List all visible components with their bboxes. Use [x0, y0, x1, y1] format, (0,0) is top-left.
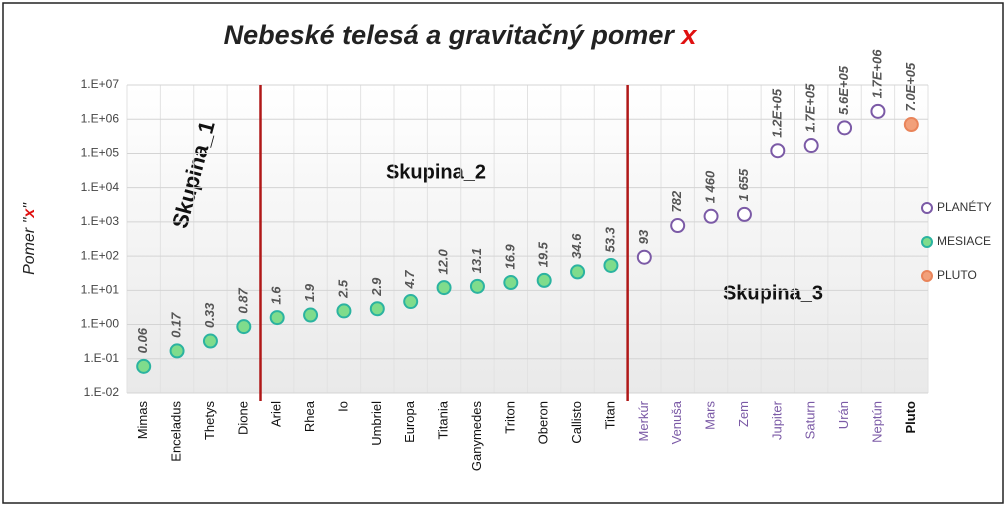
y-tick-label: 1.E+01	[81, 283, 120, 297]
point	[369, 301, 385, 317]
data-label: 2.9	[369, 277, 384, 297]
y-tick-label: 1.E+07	[81, 77, 120, 91]
point	[770, 143, 786, 159]
data-label: 19.5	[536, 241, 551, 267]
x-tick-label: Europa	[402, 400, 417, 443]
data-label: 1.7E+06	[869, 49, 884, 99]
x-tick-label: Zem	[736, 401, 751, 427]
data-label: 0.06	[135, 327, 150, 353]
x-tick-label: Enceladus	[169, 401, 184, 462]
x-tick-label: Umbriel	[369, 401, 384, 446]
x-tick-label: Mars	[703, 401, 718, 430]
point	[837, 120, 853, 136]
point	[603, 257, 619, 273]
data-label: 13.1	[469, 248, 484, 273]
y-tick-label: 1.E-01	[84, 351, 120, 365]
point	[202, 333, 218, 349]
y-tick-label: 1.E+05	[81, 146, 120, 160]
x-tick-label: Dione	[235, 401, 250, 435]
data-label: 0.17	[169, 312, 184, 338]
point	[169, 343, 185, 359]
legend-marker	[921, 236, 933, 248]
point	[703, 208, 719, 224]
data-label: 12.0	[436, 249, 451, 275]
x-tick-label: Jupiter	[769, 400, 784, 440]
legend-marker	[921, 202, 933, 214]
legend-label: PLUTO	[937, 268, 977, 282]
x-tick-label: Pluto	[903, 401, 918, 434]
y-tick-label: 1.E+03	[81, 214, 120, 228]
x-tick-label: Titan	[602, 401, 617, 429]
x-tick-label: Saturn	[803, 401, 818, 439]
annotation: Skupina_3	[723, 282, 823, 304]
legend-marker	[921, 270, 933, 282]
x-tick-label: Rhea	[302, 400, 317, 432]
data-label: 0.33	[202, 302, 217, 328]
point	[903, 117, 919, 133]
point	[403, 294, 419, 310]
chart-title: Nebeské telesá a gravitačný pomer x	[224, 20, 698, 50]
data-label: 53.3	[602, 226, 617, 252]
data-label: 34.6	[569, 233, 584, 259]
y-axis-label: Pomer "x"	[21, 202, 38, 275]
point	[803, 138, 819, 154]
x-tick-label: Thetys	[202, 401, 217, 441]
point	[336, 303, 352, 319]
point	[436, 280, 452, 296]
point	[236, 319, 252, 335]
point	[536, 272, 552, 288]
x-tick-label: Io	[335, 401, 350, 412]
x-tick-label: Triton	[502, 401, 517, 434]
data-label: 1 655	[736, 168, 751, 201]
title-text: Nebeské telesá a gravitačný pomer	[224, 20, 676, 50]
legend-label: PLANÉTY	[937, 199, 992, 214]
data-label: 93	[636, 229, 651, 244]
y-tick-label: 1.E+00	[81, 317, 120, 331]
y-tick-label: 1.E+06	[81, 111, 120, 125]
legend-label: MESIACE	[937, 234, 991, 248]
point	[870, 103, 886, 119]
data-label: 1.9	[302, 283, 317, 302]
y-tick-label: 1.E+04	[81, 180, 120, 194]
point	[303, 307, 319, 323]
data-label: 4.7	[402, 270, 417, 290]
x-tick-label: Mimas	[135, 401, 150, 440]
data-label: 782	[669, 190, 684, 212]
point	[736, 206, 752, 222]
data-label: 1 460	[703, 170, 718, 203]
x-tick-label: Titania	[436, 400, 451, 439]
x-tick-label: Ganymedes	[469, 401, 484, 472]
point	[570, 264, 586, 280]
data-label: 1.6	[269, 286, 284, 305]
y-label-text: "	[21, 202, 38, 209]
data-label: 0.87	[235, 288, 250, 314]
y-tick-label: 1.E+02	[81, 248, 120, 262]
data-label: 1.2E+05	[769, 88, 784, 138]
x-tick-label: Callisto	[569, 401, 584, 444]
data-label: 7.0E+05	[903, 62, 918, 112]
y-label-var: x	[21, 208, 38, 219]
point	[503, 275, 519, 291]
data-label: 16.9	[502, 243, 517, 269]
point	[636, 249, 652, 265]
x-tick-label: Oberon	[536, 401, 551, 444]
y-tick-label: 1.E-02	[84, 385, 120, 399]
title-var: x	[679, 20, 697, 50]
point	[136, 358, 152, 374]
x-tick-label: Merkúr	[636, 400, 651, 441]
data-label: 1.7E+05	[803, 83, 818, 133]
data-label: 5.6E+05	[836, 65, 851, 115]
x-tick-label: Neptún	[869, 401, 884, 443]
x-tick-label: Urán	[836, 401, 851, 429]
annotation: Skupina_2	[386, 161, 486, 183]
point	[469, 278, 485, 294]
y-label-text: Pomer "	[21, 216, 38, 275]
point	[269, 310, 285, 326]
x-tick-label: Ariel	[269, 401, 284, 427]
point	[670, 218, 686, 234]
data-label: 2.5	[335, 279, 350, 299]
x-tick-label: Venuša	[669, 400, 684, 444]
